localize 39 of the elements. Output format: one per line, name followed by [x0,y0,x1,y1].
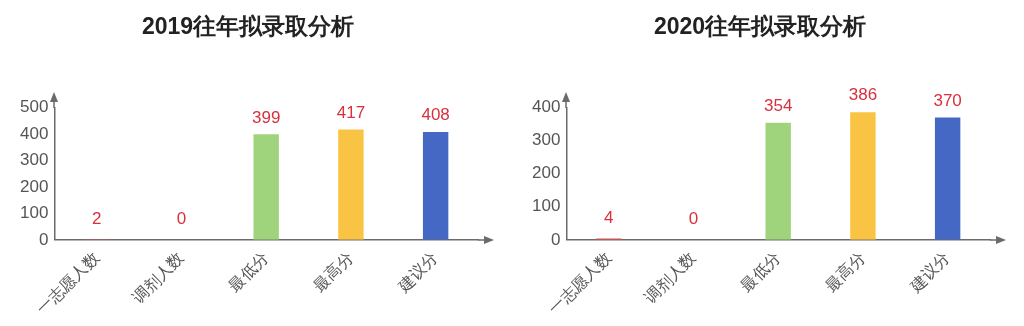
x-tick-label: 最高分 [310,248,357,295]
data-label: 2 [91,208,102,228]
x-tick-label: 建议分 [906,248,953,296]
data-label: 417 [336,102,366,122]
x-tick-label: 建议分 [394,248,441,296]
y-tick-label: 200 [19,176,49,196]
y-tick-label: 0 [550,229,561,249]
y-tick-label: 100 [531,196,561,216]
bar [934,117,961,240]
y-tick-label: 0 [38,229,49,249]
y-tick-label: 100 [19,203,49,223]
y-tick-label: 400 [531,97,561,117]
bar [765,122,791,240]
x-tick-label: 一志愿人数 [33,248,102,318]
data-label: 354 [763,96,793,115]
y-tick-label: 300 [19,150,49,170]
chart-title: 2019往年拟录取分析 [141,13,355,40]
bar [422,131,449,240]
bar [253,134,279,240]
data-label: 0 [688,209,699,229]
bar [850,112,876,240]
x-tick-label: 调剂人数 [641,248,699,307]
x-tick-label: 最低分 [225,248,272,295]
data-label: 408 [421,105,450,125]
data-label: 370 [933,90,962,110]
x-tick-label: 一志愿人数 [545,248,614,318]
chart-title: 2020往年拟录取分析 [653,13,867,40]
y-tick-label: 400 [19,123,49,143]
y-tick-label: 300 [531,130,561,150]
data-label: 4 [603,207,614,227]
data-label: 0 [176,209,187,229]
data-label: 386 [848,85,878,105]
y-tick-label: 500 [19,97,49,117]
bar [338,129,364,240]
x-tick-label: 最高分 [822,248,869,295]
x-tick-label: 最低分 [737,248,784,295]
x-tick-label: 调剂人数 [129,248,187,307]
data-label: 399 [251,107,281,127]
y-tick-label: 200 [531,163,561,183]
